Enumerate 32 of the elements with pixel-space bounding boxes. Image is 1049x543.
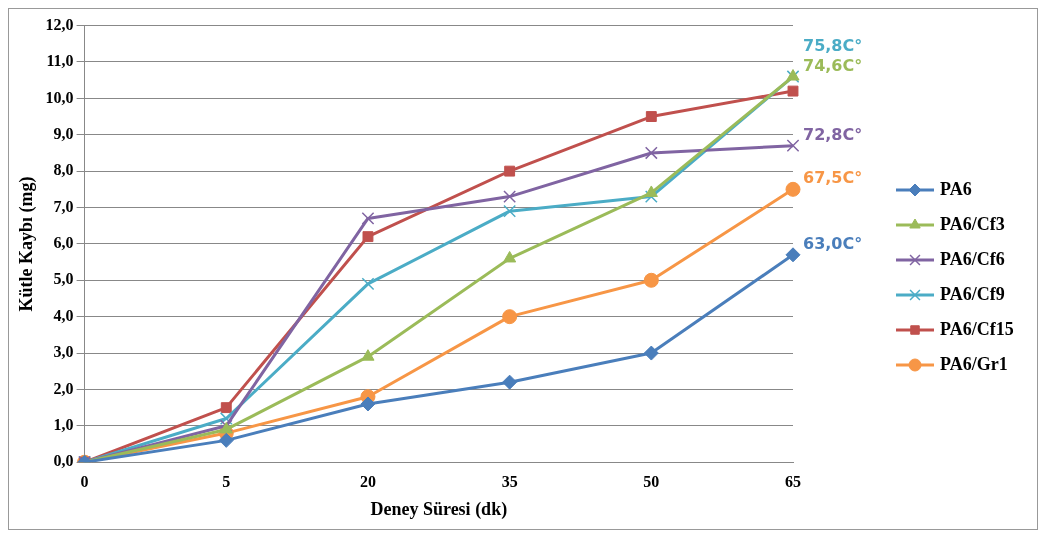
y-tick-label: 11,0 [46, 52, 74, 70]
legend-label: PA6/Cf15 [940, 319, 1014, 340]
y-tick-label: 7,0 [53, 197, 74, 215]
legend-label: PA6/Cf6 [940, 249, 1005, 270]
y-tick-label: 6,0 [53, 234, 74, 252]
y-tick-label: 10,0 [45, 88, 74, 106]
y-tick-label: 12,0 [45, 15, 74, 33]
annotation: 63,0C° [803, 233, 863, 253]
x-tick-label: 35 [501, 472, 518, 490]
y-tick-label: 0,0 [53, 452, 74, 470]
annotation: 72,8C° [803, 124, 863, 144]
x-tick-label: 5 [222, 472, 231, 490]
x-tick-label: 50 [643, 472, 660, 490]
y-tick-label: 8,0 [53, 161, 74, 179]
x-tick-label: 20 [359, 472, 376, 490]
x-tick-label: 0 [80, 472, 89, 490]
y-axis-title: Kütle Kaybı (mg) [16, 176, 38, 312]
y-tick-label: 1,0 [53, 415, 74, 433]
y-tick-label: 5,0 [53, 270, 74, 288]
annotation: 67,5C° [803, 168, 863, 188]
y-tick-label: 2,0 [53, 379, 74, 397]
legend-label: PA6/Cf3 [940, 214, 1005, 235]
legend-label: PA6/Gr1 [940, 354, 1008, 375]
y-tick-label: 4,0 [53, 306, 74, 324]
x-axis-title: Deney Süresi (dk) [370, 498, 508, 520]
legend-label: PA6/Cf9 [940, 284, 1005, 305]
x-tick-label: 65 [785, 472, 801, 490]
legend-label: PA6 [940, 179, 972, 200]
y-tick-label: 3,0 [53, 343, 74, 361]
y-tick-label: 9,0 [53, 124, 74, 142]
annotation: 74,6C° [803, 55, 863, 75]
annotation: 75,8C° [803, 35, 863, 55]
